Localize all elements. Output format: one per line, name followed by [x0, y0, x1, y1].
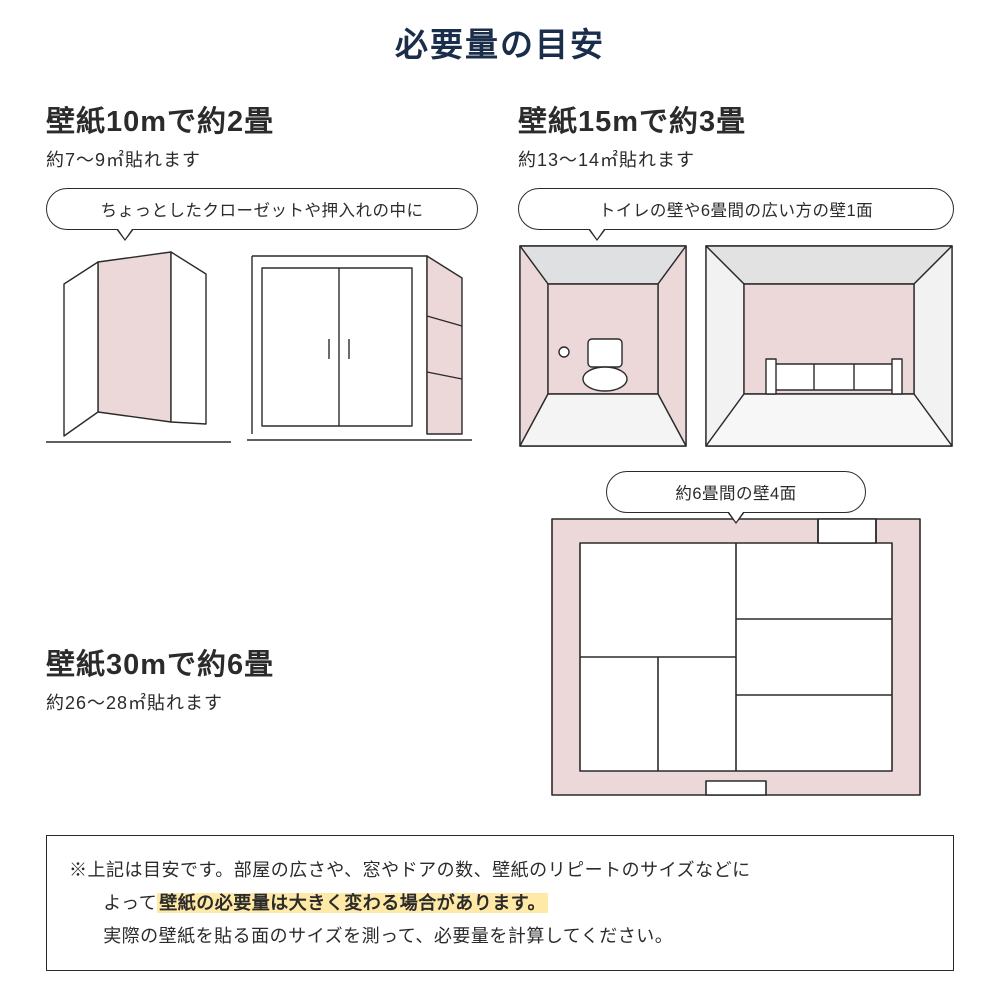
- notice-highlight: 壁紙の必要量は大きく変わる場合があります。: [157, 893, 548, 913]
- page-title: 必要量の目安: [46, 18, 954, 66]
- room-wall-icon: [704, 244, 954, 449]
- illus-10m: [46, 244, 478, 449]
- sub-15m: 約13～14㎡貼れます: [518, 146, 954, 172]
- heading-15m: 壁紙15mで約3畳: [518, 98, 954, 140]
- closet-icon: [46, 244, 231, 449]
- speech-tail-icon: [116, 229, 134, 241]
- floorplan-icon: [546, 513, 926, 803]
- content-grid: 壁紙10mで約2畳 約7～9㎡貼れます ちょっとしたクローゼットや押入れの中に: [46, 98, 954, 803]
- section-10m: 壁紙10mで約2畳 約7～9㎡貼れます ちょっとしたクローゼットや押入れの中に: [46, 98, 478, 449]
- illus-15m: [518, 244, 954, 449]
- notice-line3: 実際の壁紙を貼る面のサイズを測って、必要量を計算してください。: [69, 920, 931, 953]
- sub-30m: 約26～28㎡貼れます: [46, 689, 478, 715]
- heading-30m: 壁紙30mで約6畳: [46, 641, 478, 683]
- notice-line2-prefix: よって: [103, 893, 157, 913]
- section-30m: 壁紙30mで約6畳 約26～28㎡貼れます: [46, 459, 478, 803]
- heading-10m: 壁紙10mで約2畳: [46, 98, 478, 140]
- notice-line3-text: 実際の壁紙を貼る面のサイズを測って、必要量を計算してください。: [103, 926, 673, 946]
- speech-30m-wrap: 約6畳間の壁4面: [606, 471, 866, 513]
- toilet-room-icon: [518, 244, 688, 449]
- cupboard-icon: [247, 244, 472, 449]
- notice-box: ※上記は目安です。部屋の広さや、窓やドアの数、壁紙のリピートのサイズなどに よっ…: [46, 835, 954, 971]
- page-root: 必要量の目安 壁紙10mで約2畳 約7～9㎡貼れます ちょっとしたクローゼットや…: [0, 0, 1000, 1000]
- notice-line1: ※上記は目安です。部屋の広さや、窓やドアの数、壁紙のリピートのサイズなどに: [69, 854, 931, 887]
- speech-10m: ちょっとしたクローゼットや押入れの中に: [46, 188, 478, 230]
- section-30m-illus: 約6畳間の壁4面: [518, 471, 954, 803]
- speech-tail-icon: [727, 512, 745, 524]
- speech-tail-icon: [588, 229, 606, 241]
- notice-line2: よって壁紙の必要量は大きく変わる場合があります。: [69, 887, 931, 920]
- section-15m: 壁紙15mで約3畳 約13～14㎡貼れます トイレの壁や6畳間の広い方の壁1面: [518, 98, 954, 449]
- speech-10m-wrap: ちょっとしたクローゼットや押入れの中に: [46, 188, 478, 230]
- speech-15m: トイレの壁や6畳間の広い方の壁1面: [518, 188, 954, 230]
- sub-10m: 約7～9㎡貼れます: [46, 146, 478, 172]
- speech-30m: 約6畳間の壁4面: [606, 471, 866, 513]
- speech-15m-wrap: トイレの壁や6畳間の広い方の壁1面: [518, 188, 954, 230]
